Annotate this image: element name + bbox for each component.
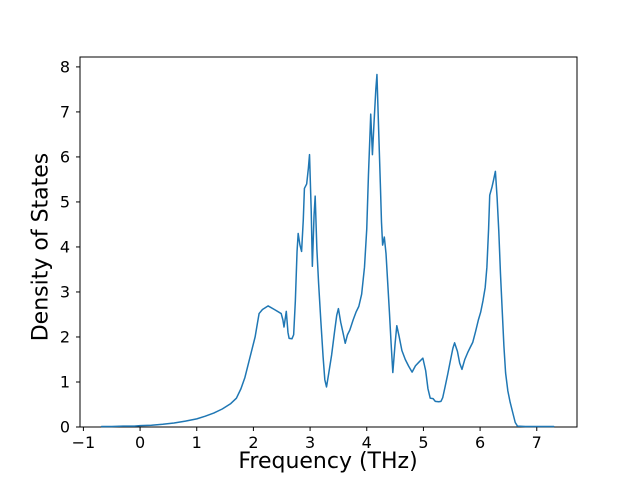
x-tick-label: 6 <box>475 433 485 452</box>
y-tick-label: 7 <box>60 102 70 121</box>
y-tick-label: 1 <box>60 372 70 391</box>
y-tick-label: 4 <box>60 237 70 256</box>
y-tick-label: 3 <box>60 282 70 301</box>
y-tick-label: 6 <box>60 147 70 166</box>
x-tick-label: 3 <box>305 433 315 452</box>
y-tick-label: 2 <box>60 327 70 346</box>
y-tick-label: 0 <box>60 418 70 437</box>
x-tick-label: 2 <box>248 433 258 452</box>
x-tick-label: 4 <box>362 433 372 452</box>
y-axis-label: Density of States <box>28 152 54 342</box>
x-tick-label: 1 <box>192 433 202 452</box>
x-axis-label: Frequency (THz) <box>238 449 418 474</box>
y-tick-label: 8 <box>60 57 70 76</box>
x-tick-label: 5 <box>418 433 428 452</box>
x-tick-label: 7 <box>532 433 542 452</box>
plot-border <box>79 56 578 428</box>
x-tick-label: 0 <box>135 433 145 452</box>
x-tick-label: −1 <box>72 433 96 452</box>
dos-curve <box>100 73 555 428</box>
y-tick-label: 5 <box>60 192 70 211</box>
